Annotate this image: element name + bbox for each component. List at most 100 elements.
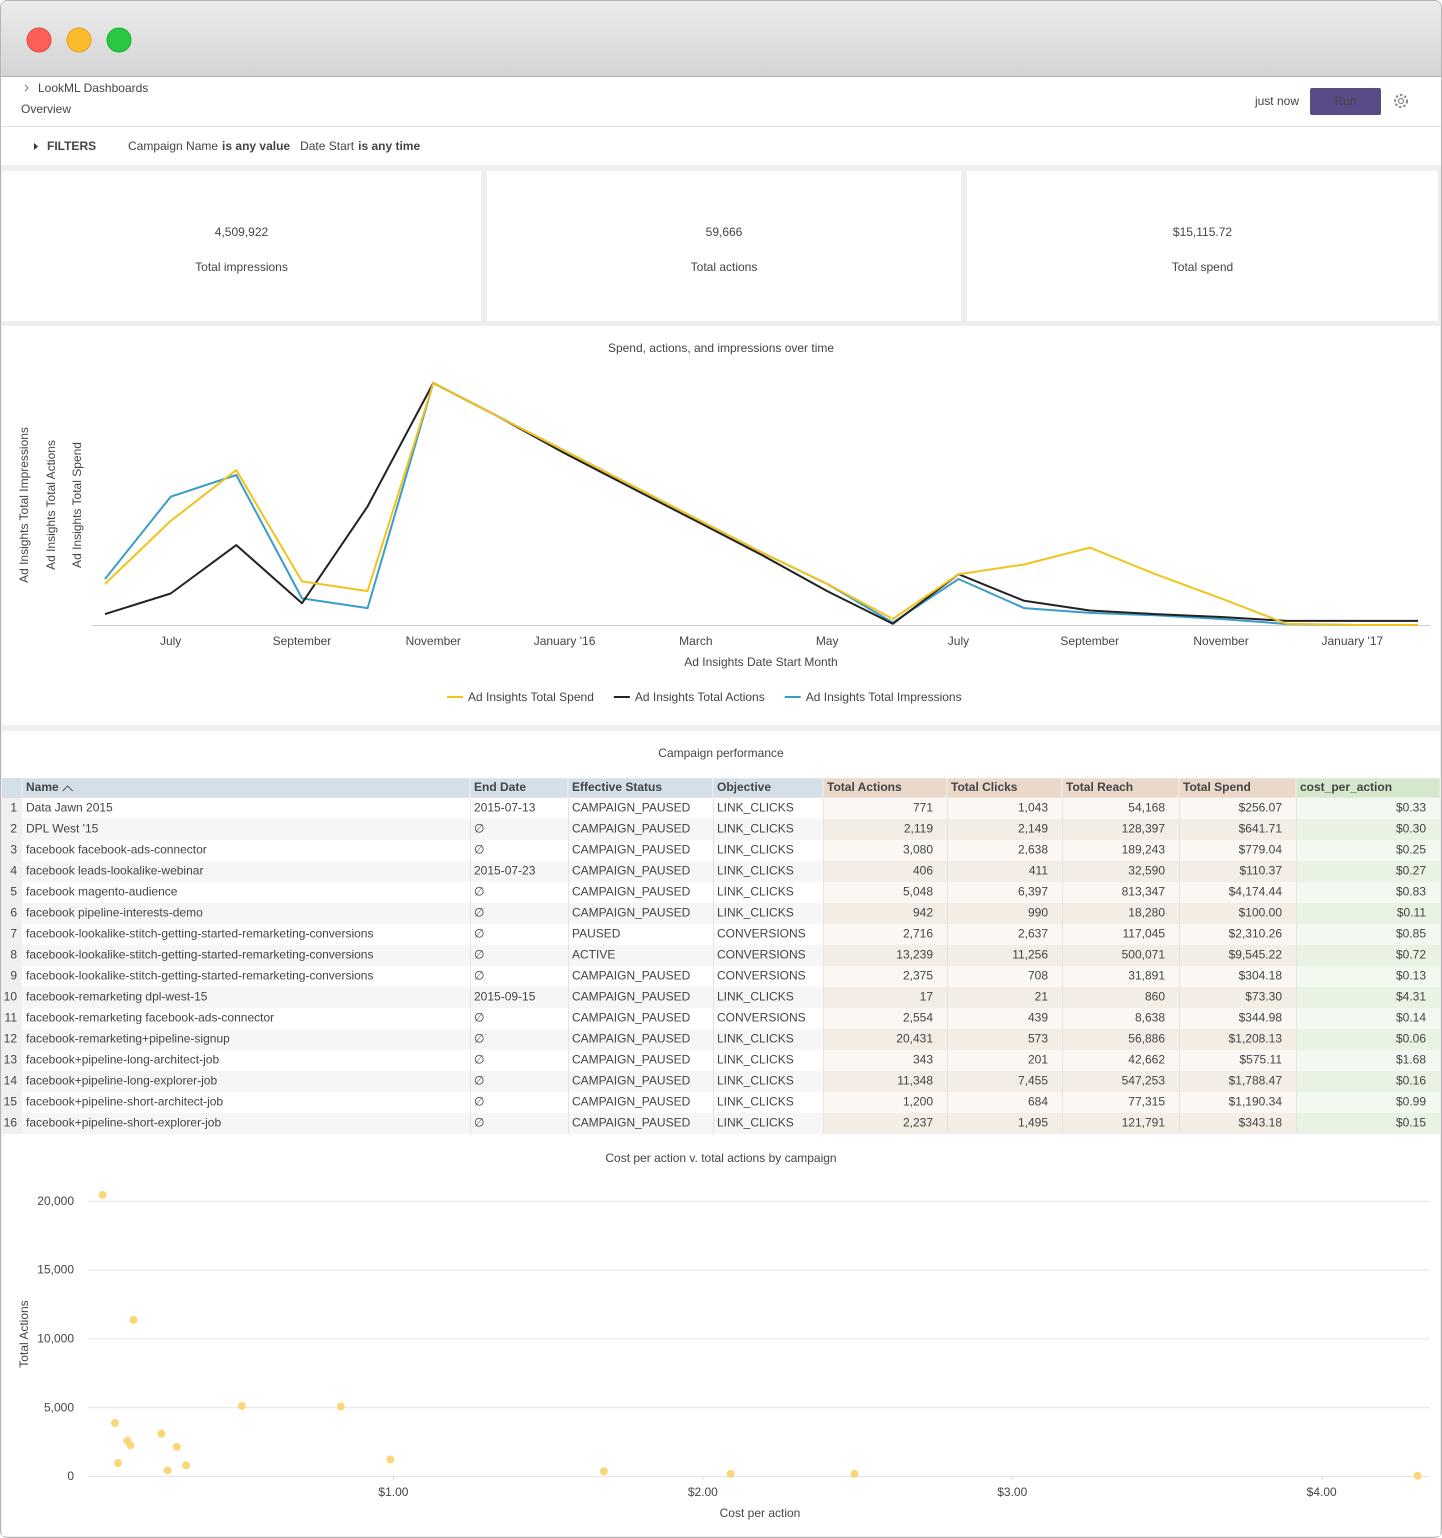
scatter-point[interactable] bbox=[850, 1469, 859, 1478]
cell-text: 42,662 bbox=[1128, 1053, 1165, 1067]
minimize-button[interactable] bbox=[66, 27, 92, 53]
cell-text: $1.68 bbox=[1396, 1053, 1426, 1067]
y-tick-label: 0 bbox=[67, 1469, 74, 1483]
cell-text: Data Jawn 2015 bbox=[26, 801, 113, 815]
run-button[interactable] bbox=[1310, 88, 1381, 115]
cell bbox=[947, 1092, 1062, 1113]
cell bbox=[470, 882, 568, 903]
filter-bar bbox=[1, 127, 1441, 165]
line-chart-tile bbox=[2, 326, 1440, 725]
filters-label[interactable]: FILTERS bbox=[47, 139, 96, 153]
breadcrumb-chevron bbox=[24, 84, 29, 92]
y-tick-label: 20,000 bbox=[37, 1194, 74, 1208]
scatter-point[interactable] bbox=[157, 1429, 166, 1438]
column-header[interactable]: Effective Status bbox=[572, 780, 662, 794]
column-header[interactable]: Total Actions bbox=[827, 780, 902, 794]
cell-text: $343.18 bbox=[1239, 1116, 1283, 1130]
legend-label[interactable]: Ad Insights Total Impressions bbox=[806, 690, 962, 704]
index-cell bbox=[2, 1008, 22, 1029]
scatter-point[interactable] bbox=[98, 1190, 107, 1199]
settings-icon-center bbox=[1397, 97, 1405, 105]
legend-label[interactable]: Ad Insights Total Actions bbox=[635, 690, 765, 704]
scatter-point[interactable] bbox=[237, 1401, 246, 1410]
cell bbox=[713, 1113, 823, 1134]
column-header[interactable]: Total Reach bbox=[1066, 780, 1133, 794]
scatter-point[interactable] bbox=[172, 1442, 181, 1451]
cell bbox=[947, 987, 1062, 1008]
y-tick-label: 5,000 bbox=[44, 1400, 74, 1414]
cell-text: 684 bbox=[1028, 1095, 1048, 1109]
scatter-point[interactable] bbox=[129, 1315, 138, 1324]
y-axis-title: Ad Insights Total Spend bbox=[70, 442, 84, 568]
cell-text: CAMPAIGN_PAUSED bbox=[572, 822, 691, 836]
cell bbox=[1296, 945, 1440, 966]
column-header[interactable]: Name bbox=[26, 780, 59, 794]
cell bbox=[713, 861, 823, 882]
title-bar bbox=[1, 1, 1441, 76]
cell bbox=[1296, 966, 1440, 987]
index-cell bbox=[2, 1113, 22, 1134]
row-number: 2 bbox=[10, 822, 17, 836]
cell-text: $110.37 bbox=[1240, 864, 1283, 878]
cell bbox=[1062, 1050, 1179, 1071]
scatter-point[interactable] bbox=[726, 1469, 735, 1478]
scatter-point[interactable] bbox=[336, 1402, 345, 1411]
filter[interactable]: Date Start is any time bbox=[300, 139, 420, 153]
cell-text: CONVERSIONS bbox=[717, 948, 806, 962]
run-label[interactable]: Run bbox=[1334, 94, 1356, 108]
cell-text: facebook-lookalike-stitch-getting-starte… bbox=[26, 948, 373, 962]
cell-text: ACTIVE bbox=[572, 948, 615, 962]
column-header[interactable]: End Date bbox=[474, 780, 526, 794]
scatter-point[interactable] bbox=[1413, 1471, 1422, 1480]
scatter-point[interactable] bbox=[163, 1466, 172, 1475]
column-header[interactable]: cost_per_action bbox=[1300, 780, 1392, 794]
filter-value: is any value bbox=[222, 139, 290, 153]
cell bbox=[823, 1050, 947, 1071]
cell bbox=[713, 1008, 823, 1029]
column-header[interactable]: Objective bbox=[717, 780, 771, 794]
cell bbox=[22, 1050, 470, 1071]
row-number: 7 bbox=[10, 927, 17, 941]
settings-icon[interactable] bbox=[1394, 94, 1408, 108]
cell bbox=[22, 1008, 470, 1029]
breadcrumb[interactable]: LookML Dashboards bbox=[38, 81, 148, 95]
column-header[interactable]: Total Spend bbox=[1183, 780, 1251, 794]
cell bbox=[713, 798, 823, 819]
filters-toggle[interactable] bbox=[34, 143, 38, 150]
x-tick-label: September bbox=[273, 634, 332, 648]
cell-text: 18,280 bbox=[1128, 906, 1165, 920]
scatter-point[interactable] bbox=[386, 1455, 395, 1464]
cell-text: 2,637 bbox=[1018, 927, 1048, 941]
cell bbox=[823, 1113, 947, 1134]
cell bbox=[568, 1092, 713, 1113]
cell-text: CAMPAIGN_PAUSED bbox=[572, 1116, 691, 1130]
zoom-button[interactable] bbox=[106, 27, 132, 53]
cell-text: facebook+pipeline-long-architect-job bbox=[26, 1053, 219, 1067]
scatter-point[interactable] bbox=[114, 1459, 123, 1468]
scatter-point[interactable] bbox=[110, 1419, 119, 1428]
legend-label[interactable]: Ad Insights Total Spend bbox=[468, 690, 594, 704]
scatter-point[interactable] bbox=[126, 1441, 135, 1450]
cell bbox=[568, 1029, 713, 1050]
cell-text: LINK_CLICKS bbox=[717, 843, 794, 857]
column-header[interactable]: Total Clicks bbox=[951, 780, 1018, 794]
close-button[interactable] bbox=[26, 27, 52, 53]
cell-text: CAMPAIGN_PAUSED bbox=[572, 1074, 691, 1088]
cell bbox=[1062, 882, 1179, 903]
scatter-point[interactable] bbox=[182, 1461, 191, 1470]
cell-text: $0.13 bbox=[1396, 969, 1426, 983]
filter[interactable]: Campaign Name is any value bbox=[128, 139, 290, 153]
cell bbox=[713, 924, 823, 945]
cell bbox=[713, 819, 823, 840]
kpi-tile bbox=[487, 171, 961, 321]
cell-text: ∅ bbox=[474, 969, 484, 983]
cell-text: CAMPAIGN_PAUSED bbox=[572, 843, 691, 857]
cell bbox=[1062, 840, 1179, 861]
cell-text: 121,791 bbox=[1122, 1116, 1166, 1130]
kpi-label: Total spend bbox=[1172, 260, 1233, 274]
cell-text: 31,891 bbox=[1128, 969, 1165, 983]
cell bbox=[713, 903, 823, 924]
scatter-point[interactable] bbox=[599, 1467, 608, 1476]
cell bbox=[470, 966, 568, 987]
index-cell bbox=[2, 819, 22, 840]
